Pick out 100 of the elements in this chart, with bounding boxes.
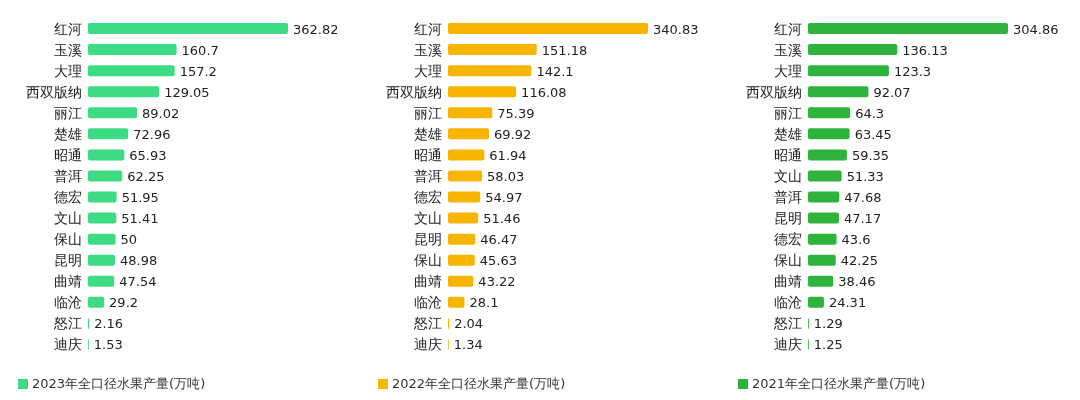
data-label: 1.53: [93, 337, 123, 353]
y-tick-label: 红河: [774, 20, 802, 37]
bar: [448, 86, 517, 98]
data-label: 50: [120, 232, 138, 248]
y-tick-label: 大理: [774, 62, 802, 79]
bar: [88, 149, 125, 161]
bar: [88, 86, 160, 98]
y-tick-label: 保山: [414, 252, 442, 269]
data-label: 340.83: [653, 21, 699, 37]
y-tick-label: 普洱: [414, 167, 442, 184]
y-tick-label: 怒江: [773, 315, 802, 332]
bar: [808, 86, 869, 98]
legend-label: 2022年全口径水果产量(万吨): [392, 376, 566, 391]
data-label: 1.29: [813, 316, 843, 332]
y-tick-label: 楚雄: [774, 125, 802, 142]
data-label: 160.7: [181, 42, 219, 58]
data-label: 54.97: [485, 190, 523, 206]
bar: [808, 107, 851, 119]
data-label: 72.96: [133, 126, 171, 142]
bar: [448, 212, 479, 224]
data-label: 65.93: [129, 147, 167, 163]
bar: [88, 191, 117, 203]
bar: [448, 44, 537, 56]
data-label: 51.41: [121, 211, 159, 227]
bar: [88, 44, 177, 56]
data-label: 69.92: [494, 126, 532, 142]
data-label: 157.2: [179, 63, 217, 79]
y-tick-label: 大理: [54, 62, 82, 79]
bar: [448, 296, 465, 308]
y-tick-label: 临沧: [54, 294, 82, 311]
data-label: 89.02: [142, 105, 180, 121]
bar: [808, 275, 834, 287]
bar: [808, 149, 847, 161]
bar: [808, 254, 836, 266]
y-tick-label: 西双版纳: [386, 83, 442, 100]
y-tick-label: 德宏: [774, 231, 802, 248]
data-label: 123.3: [893, 63, 932, 79]
y-tick-label: 迪庆: [414, 336, 442, 353]
data-label: 47.54: [119, 274, 157, 290]
y-tick-label: 文山: [414, 210, 442, 227]
y-tick-label: 大理: [414, 62, 442, 79]
bar: [808, 170, 842, 182]
y-tick-label: 西双版纳: [26, 83, 82, 100]
data-label: 142.1: [536, 63, 574, 79]
y-tick-label: 玉溪: [54, 41, 82, 58]
data-label: 46.47: [480, 232, 518, 248]
y-tick-label: 昆明: [774, 210, 802, 227]
bar: [808, 191, 840, 203]
data-label: 151.18: [541, 42, 588, 58]
bar: [448, 191, 481, 203]
data-label: 63.45: [854, 126, 892, 142]
y-tick-label: 丽江: [54, 104, 82, 121]
data-label: 92.07: [873, 84, 911, 100]
y-tick-label: 西双版纳: [746, 83, 802, 100]
legend-label: 2023年全口径水果产量(万吨): [32, 376, 206, 391]
y-tick-label: 楚雄: [54, 125, 82, 142]
data-label: 2.04: [454, 316, 484, 332]
y-tick-label: 普洱: [774, 189, 802, 206]
y-tick-label: 昭通: [774, 146, 802, 163]
y-tick-label: 丽江: [774, 104, 802, 121]
data-label: 304.86: [1013, 21, 1059, 37]
bar: [448, 65, 532, 77]
bar: [88, 128, 129, 140]
data-label: 362.82: [293, 21, 339, 37]
y-tick-label: 红河: [414, 20, 442, 37]
y-tick-label: 丽江: [414, 104, 442, 121]
data-label: 62.25: [127, 168, 165, 184]
data-label: 42.25: [840, 253, 878, 269]
bar: [808, 296, 824, 308]
bar: [88, 275, 115, 287]
data-label: 129.05: [164, 84, 210, 100]
bar: [808, 233, 837, 245]
data-label: 51.33: [846, 168, 884, 184]
data-label: 59.35: [851, 147, 890, 163]
data-label: 75.39: [497, 105, 535, 121]
bar: [448, 128, 490, 140]
data-label: 28.1: [469, 295, 499, 311]
y-tick-label: 玉溪: [774, 41, 802, 58]
bar: [448, 149, 485, 161]
data-label: 47.68: [844, 190, 882, 206]
bar: [88, 170, 123, 182]
y-tick-label: 德宏: [54, 189, 82, 206]
bar: [808, 23, 1008, 35]
data-label: 51.95: [121, 190, 159, 206]
data-label: 51.46: [483, 211, 521, 227]
data-label: 136.13: [902, 42, 948, 58]
bar: [808, 44, 898, 56]
bar: [88, 107, 138, 119]
y-tick-label: 临沧: [774, 294, 802, 311]
bar: [88, 233, 116, 245]
legend-label: 2021年全口径水果产量(万吨): [752, 376, 926, 391]
bar: [88, 65, 175, 77]
data-label: 24.31: [828, 295, 867, 311]
y-tick-label: 昭通: [54, 146, 82, 163]
y-tick-label: 保山: [774, 252, 802, 269]
bar: [88, 212, 117, 224]
y-tick-label: 曲靖: [414, 273, 442, 290]
y-tick-label: 怒江: [53, 315, 82, 332]
bar: [448, 254, 475, 266]
bar: [448, 107, 493, 119]
